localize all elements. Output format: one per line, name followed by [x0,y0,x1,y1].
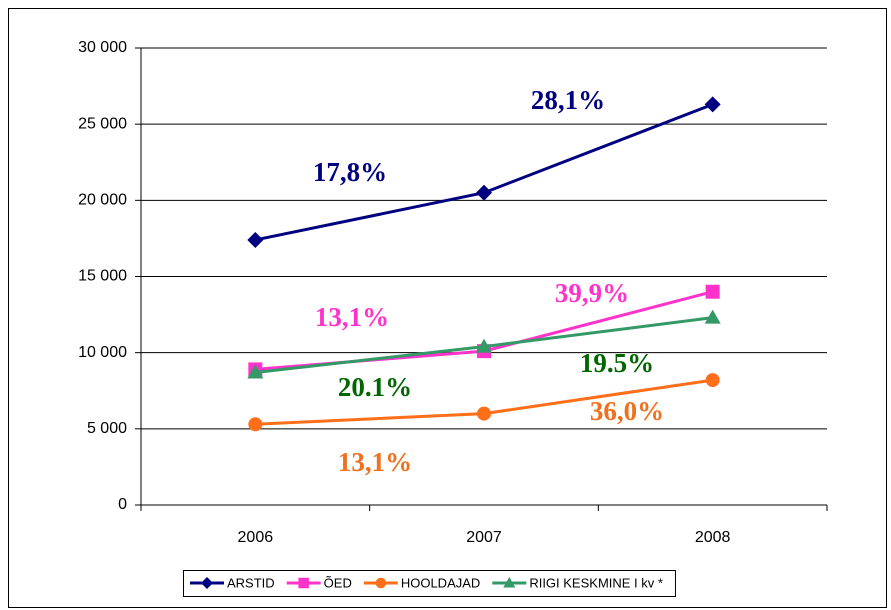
annotation: 17,8% [313,157,387,187]
marker [705,284,720,299]
legend-label: ARSTID [227,575,275,590]
marker [247,231,264,248]
marker [704,96,721,113]
y-tick-label: 20 000 [78,192,127,209]
y-tick-label: 15 000 [78,268,127,285]
marker [247,364,264,379]
marker [705,373,720,388]
marker [298,577,309,589]
annotation: 28,1% [531,85,605,115]
annotation: 13,1% [338,447,412,477]
legend-box [183,570,676,597]
annotation: 19.5% [580,348,654,378]
annotation: 36,0% [590,396,664,426]
marker [476,184,492,201]
legend: ARSTID ÕED HOOLDAJAD RIIGI KESKMINE I kv * [183,570,676,597]
marker [201,577,213,589]
y-tick-label: 30 000 [78,39,127,56]
marker [375,577,387,589]
legend-label: RIIGI KESKMINE I kv * [529,575,663,590]
annotation: 13,1% [315,302,389,332]
marker [248,417,263,432]
chart-border [8,8,887,608]
marker [477,406,491,421]
legend-label: ÕED [324,575,352,590]
y-tick-label: 10 000 [78,344,127,361]
x-tick-label: 2008 [695,529,731,546]
x-tick-label: 2007 [466,529,502,546]
y-tick-label: 25 000 [78,115,127,132]
annotation: 20.1% [338,372,412,402]
marker [503,577,516,588]
legend-label: HOOLDAJAD [401,575,480,590]
marker [704,309,721,324]
y-tick-label: 0 [118,496,127,513]
y-tick-label: 5 000 [87,420,127,437]
x-tick-label: 2006 [238,529,274,546]
annotation: 39,9% [555,278,629,308]
marker [476,338,492,353]
